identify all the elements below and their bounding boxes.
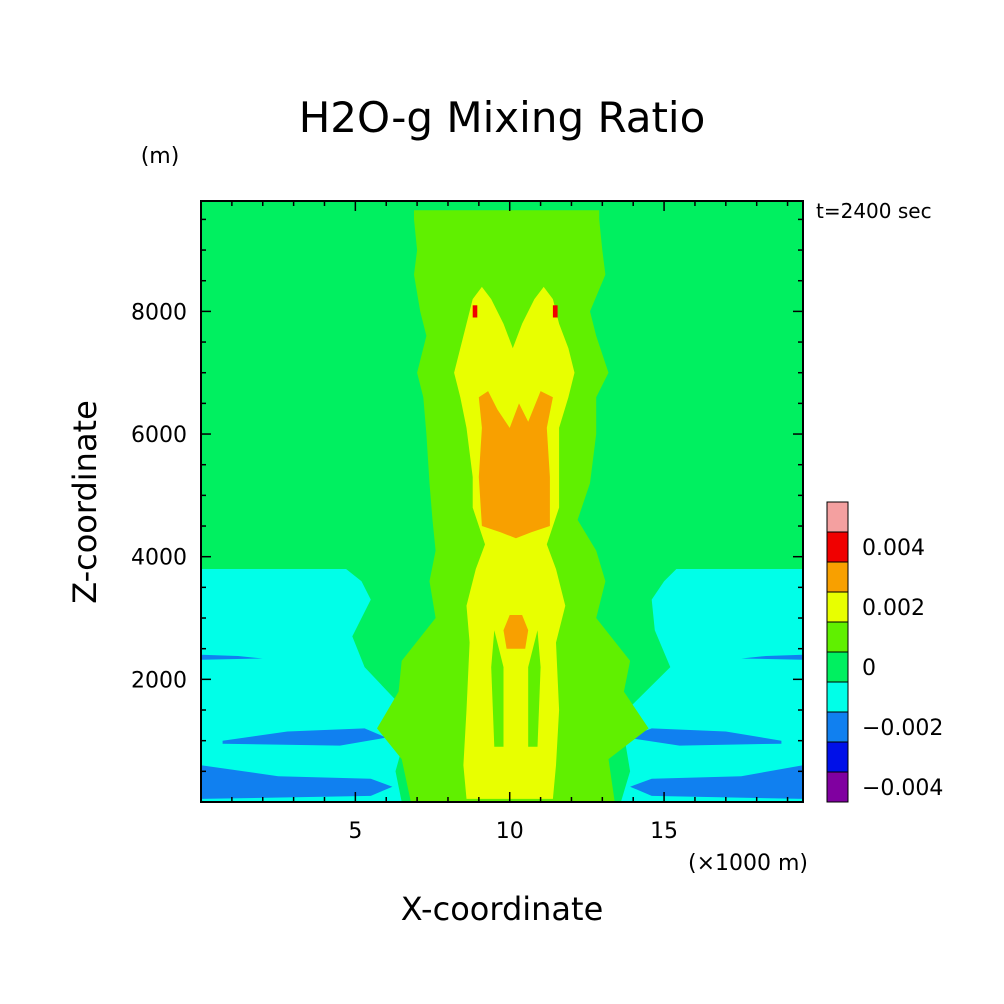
colorbar-swatch	[826, 741, 849, 773]
x-tick-label: 5	[348, 819, 362, 844]
colorbar-swatch	[826, 621, 849, 653]
y-tick-label: 2000	[131, 668, 187, 693]
x-tick-label: 10	[496, 819, 524, 844]
contour-region-blue-band-right-2	[627, 728, 782, 746]
colorbar-swatch	[826, 681, 849, 713]
colorbar-label: 0.002	[862, 596, 925, 621]
x-axis-title: X-coordinate	[401, 890, 604, 928]
colorbar-swatch	[826, 771, 849, 803]
y-unit-label: (m)	[141, 144, 180, 169]
contour-field	[201, 201, 803, 802]
time-label: t=2400 sec	[816, 199, 932, 223]
colorbar-swatch	[826, 591, 849, 623]
y-tick-label: 8000	[131, 300, 187, 325]
contour-region-blue-band-left-2	[222, 728, 387, 746]
contour-region-blue-band-right-3	[741, 654, 803, 660]
contour-region-orange-spot	[503, 615, 529, 649]
colorbar: 0.004 0.002 0 −0.002 −0.004	[826, 501, 943, 803]
colorbar-label: 0	[862, 656, 876, 681]
contour-region-green-gap-left	[491, 630, 504, 747]
contour-region-green-gap-right	[528, 630, 541, 747]
y-tick-label: 4000	[131, 546, 187, 571]
y-axis-title: Z-coordinate	[66, 400, 104, 604]
x-unit-label: (×1000 m)	[688, 851, 808, 876]
contour-region-orange-core	[478, 391, 553, 539]
colorbar-swatch	[826, 531, 849, 563]
contour-region-blue-band-left-1	[201, 765, 393, 799]
colorbar-swatch	[826, 711, 849, 743]
contour-region-blue-band-left-3	[201, 654, 263, 660]
contour-region-red-spot-left	[472, 305, 478, 318]
colorbar-swatch	[826, 501, 849, 533]
contour-region-blue-band-right-1	[630, 765, 803, 799]
y-tick-label: 6000	[131, 423, 187, 448]
plot-frame	[200, 200, 804, 803]
contour-region-red-spot-right	[552, 305, 558, 318]
colorbar-label: −0.002	[862, 716, 943, 741]
colorbar-label: 0.004	[862, 536, 925, 561]
colorbar-label: −0.004	[862, 776, 943, 801]
colorbar-swatch	[826, 651, 849, 683]
axis-ticks: 5 10 15 2000 4000 6000 8000	[131, 201, 803, 844]
colorbar-swatch	[826, 561, 849, 593]
x-tick-label: 15	[650, 819, 678, 844]
chart-title: H2O-g Mixing Ratio	[299, 93, 706, 142]
